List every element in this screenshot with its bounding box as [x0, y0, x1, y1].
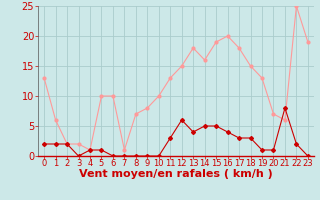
X-axis label: Vent moyen/en rafales ( km/h ): Vent moyen/en rafales ( km/h ) [79, 169, 273, 179]
